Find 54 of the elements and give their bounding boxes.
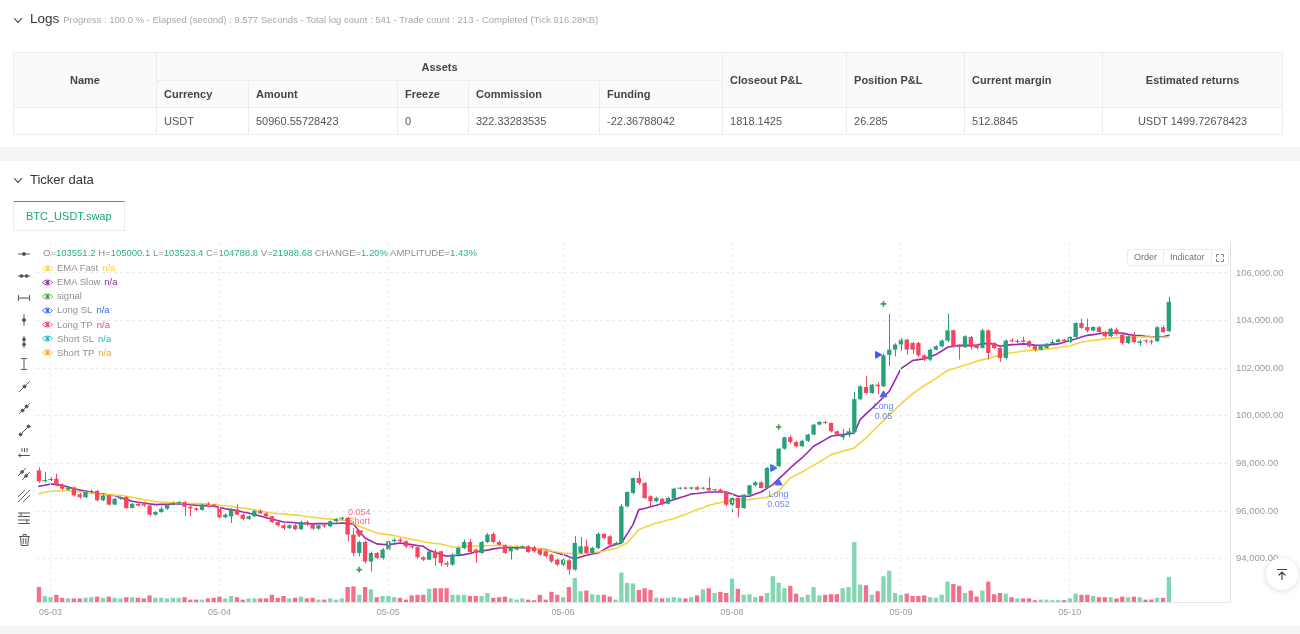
text: Position P&L: [846, 52, 965, 108]
chart-title: Ticker data: [30, 172, 94, 187]
x-tick-label: 05-09: [889, 606, 913, 617]
text: 26.285: [846, 107, 965, 135]
text: n/a: [97, 332, 112, 344]
text: 322.33283535: [468, 107, 600, 135]
text: Current margin: [964, 52, 1103, 108]
text: 0: [397, 107, 469, 135]
annotation: Indicator: [1163, 250, 1211, 265]
text: Freeze: [397, 80, 469, 108]
text: USDT: [156, 107, 249, 135]
y-tick-label: 94,000.00: [1236, 552, 1279, 564]
legend-label: Long TP: [57, 318, 93, 331]
text: Closeout P&L: [722, 52, 847, 108]
legend-label: EMA Fast: [57, 262, 99, 275]
x-tick-label: 05-06: [551, 606, 575, 617]
text: O=103551.2 H=105000.1 L=103523.4 C=104788.8 V=21988.68 CHANGE=1.20% AMPLITUDE=1.43%: [43, 247, 477, 258]
y-tick-label: 98,000.00: [1236, 457, 1279, 469]
text: Amount: [248, 80, 398, 108]
x-tick-label: 05-08: [720, 606, 744, 617]
text: Commission: [468, 80, 600, 108]
legend-label: Long SL: [57, 304, 93, 317]
text: Estimated returns: [1102, 52, 1283, 108]
legend-label: EMA Slow: [57, 276, 101, 289]
text: Logs: [30, 11, 60, 26]
text: Funding: [599, 80, 723, 108]
text: Name: [13, 52, 157, 108]
text: 50960.55728423: [248, 107, 398, 135]
y-tick-label: 100,000.00: [1236, 409, 1284, 421]
x-tick-label: 05-03: [39, 606, 63, 617]
y-tick-label: 104,000.00: [1236, 314, 1284, 326]
text: Progress : 100.0 % - Elapsed (second) : 9.577 Seconds - Total log count : 541 - Trade count : 213 - Completed (Tick 916.28KB): [63, 14, 599, 25]
text: n/a: [96, 304, 110, 316]
text: 1818.1425: [722, 107, 847, 135]
text: Currency: [156, 80, 249, 108]
x-tick-label: 05-04: [207, 606, 231, 617]
text: n/a: [104, 276, 118, 288]
legend-label: signal: [57, 290, 82, 303]
legend-label: Short SL: [57, 332, 94, 345]
y-tick-label: 96,000.00: [1236, 504, 1279, 516]
text: USDT 1499.72678423: [1102, 107, 1283, 135]
text: n/a: [98, 346, 112, 358]
y-tick-label: 106,000.00: [1236, 266, 1284, 278]
text: n/a: [96, 318, 110, 330]
text: -22.36788042: [599, 107, 723, 135]
x-tick-label: 05-10: [1058, 606, 1082, 617]
text: 512.8845: [964, 107, 1103, 135]
x-tick-label: 05-05: [376, 606, 400, 617]
chart-subtitle: BTC_USDT.swap: [13, 201, 125, 231]
text: Assets: [156, 52, 723, 81]
annotation: n/a: [102, 262, 116, 275]
annotation: Order: [1133, 251, 1158, 264]
y-tick-label: 102,000.00: [1236, 361, 1284, 373]
legend-label: Short TP: [57, 346, 95, 359]
